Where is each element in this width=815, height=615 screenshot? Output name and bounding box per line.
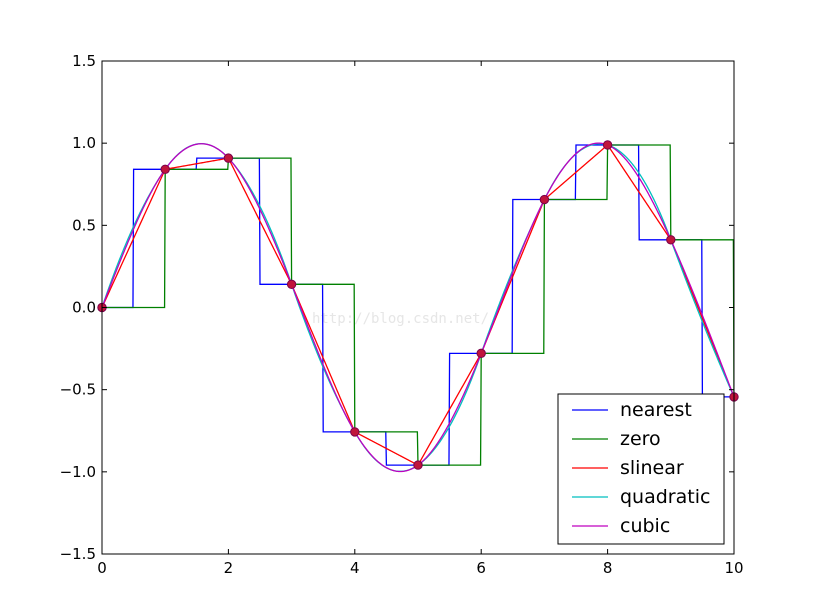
legend: nearest zero slinear quadratic cubic <box>557 393 725 545</box>
sample-point <box>223 153 234 163</box>
y-tick-label: 0.0 <box>72 299 96 317</box>
y-tick-label: −1.0 <box>60 463 96 481</box>
sample-point <box>413 460 423 470</box>
sample-point <box>539 194 550 205</box>
legend-label-nearest: nearest <box>620 399 692 421</box>
x-tick-label: 6 <box>476 559 486 577</box>
x-tick-label: 10 <box>724 559 743 577</box>
legend-label-quadratic: quadratic <box>620 486 710 508</box>
sample-point <box>602 140 613 150</box>
sample-point <box>160 164 170 174</box>
y-tick-label: −1.5 <box>60 545 96 563</box>
legend-label-slinear: slinear <box>620 457 684 479</box>
x-tick-label: 8 <box>603 559 613 577</box>
x-tick-label: 2 <box>224 559 234 577</box>
y-tick-label: 1.5 <box>72 52 96 70</box>
sample-point <box>666 235 676 245</box>
legend-label-zero: zero <box>620 428 661 450</box>
watermark-text: http://blog.csdn.net/ <box>312 311 489 327</box>
x-tick-label: 4 <box>350 559 360 577</box>
y-tick-label: 1.0 <box>72 134 96 152</box>
sample-point <box>286 279 297 290</box>
sample-markers <box>97 140 739 470</box>
legend-box <box>557 393 725 545</box>
axis-ticks: 0 2 4 6 8 10 −1.5 −1.0 −0.5 0.0 0.5 1.0 1.5 <box>60 52 744 577</box>
x-tick-label: 0 <box>97 559 107 577</box>
y-tick-label: −0.5 <box>60 381 96 399</box>
sample-point <box>350 427 360 437</box>
y-tick-label: 0.5 <box>72 216 96 234</box>
legend-label-cubic: cubic <box>620 515 670 537</box>
sample-point <box>476 348 486 359</box>
